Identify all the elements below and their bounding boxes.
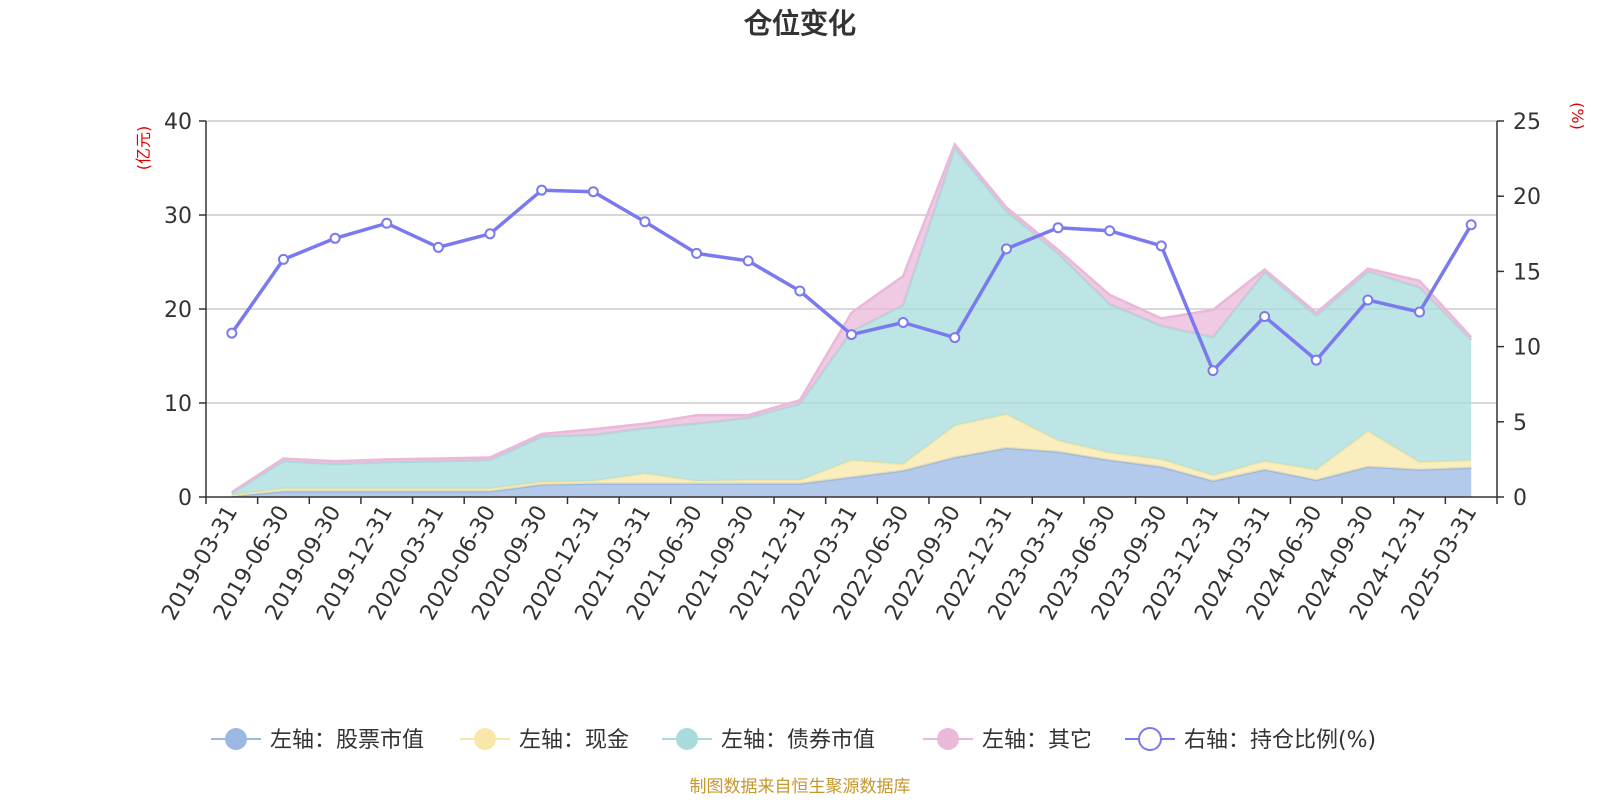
legend-label: 左轴：现金	[519, 728, 629, 753]
ratio-point	[1052, 222, 1064, 234]
ratio-point	[277, 253, 289, 265]
right-tick-label: 0	[1513, 486, 1527, 511]
ratio-point	[329, 232, 341, 244]
legend-item-5[interactable]: 右轴：持仓比例(%)	[1125, 727, 1376, 753]
legend-item-1[interactable]: 左轴：股票市值	[211, 728, 424, 753]
legend-marker	[1138, 727, 1162, 751]
ratio-point	[897, 317, 909, 329]
legend: 左轴：股票市值 左轴：现金 左轴：债券市值 左轴：其它 右轴：持仓比例(%)	[211, 727, 1376, 753]
right-tick-label: 15	[1513, 260, 1541, 285]
legend-marker	[225, 728, 247, 750]
area-series-4	[231, 144, 1472, 494]
ratio-point	[1104, 225, 1116, 237]
legend-item-3[interactable]: 左轴：债券市值	[662, 728, 875, 753]
ratio-point	[1362, 294, 1374, 306]
left-tick-label: 30	[164, 204, 192, 229]
right-axis-unit: (%)	[1568, 102, 1587, 130]
ratio-point	[1310, 354, 1322, 366]
ratio-point	[587, 186, 599, 198]
legend-item-4[interactable]: 左轴：其它	[923, 728, 1092, 753]
legend-marker	[937, 728, 959, 750]
right-tick-label: 20	[1513, 185, 1541, 210]
left-tick-label: 40	[164, 110, 192, 135]
chart-title: 仓位变化	[744, 7, 856, 40]
left-axis-unit: (亿元)	[134, 126, 153, 171]
ratio-point	[949, 332, 961, 344]
legend-label: 左轴：其它	[982, 728, 1092, 753]
ratio-point	[1465, 219, 1477, 231]
data-source-footer: 制图数据来自恒生聚源数据库	[690, 777, 911, 797]
ratio-point	[1155, 240, 1167, 252]
ratio-point	[846, 329, 857, 341]
ratio-point	[484, 228, 496, 240]
right-tick-label: 10	[1513, 336, 1541, 361]
area-series-1	[231, 448, 1472, 497]
ratio-point	[381, 217, 393, 229]
ratio-point	[1259, 311, 1271, 323]
left-tick-label: 0	[178, 486, 192, 511]
right-tick-label: 25	[1513, 110, 1541, 135]
left-tick-label: 10	[164, 392, 192, 417]
ratio-line	[226, 184, 1477, 377]
legend-marker	[676, 728, 698, 750]
ratio-point	[794, 285, 806, 297]
left-tick-label: 20	[164, 298, 192, 323]
legend-label: 左轴：股票市值	[270, 728, 424, 753]
ratio-point	[691, 247, 703, 259]
legend-label: 左轴：债券市值	[721, 728, 875, 753]
ratio-point	[639, 216, 651, 228]
legend-label: 右轴：持仓比例(%)	[1184, 728, 1376, 753]
stacked-areas	[231, 142, 1473, 498]
ratio-point	[1000, 243, 1012, 255]
ratio-point	[1414, 306, 1426, 318]
area-edge-4	[231, 142, 1473, 494]
ratio-point	[536, 184, 548, 196]
legend-marker	[474, 728, 496, 750]
ratio-point	[742, 255, 754, 267]
legend-item-2[interactable]: 左轴：现金	[460, 728, 629, 753]
area-series-3	[231, 148, 1472, 496]
ratio-point	[1207, 365, 1219, 377]
ratio-point	[226, 327, 238, 339]
right-tick-label: 5	[1513, 411, 1527, 436]
ratio-point	[432, 241, 444, 253]
